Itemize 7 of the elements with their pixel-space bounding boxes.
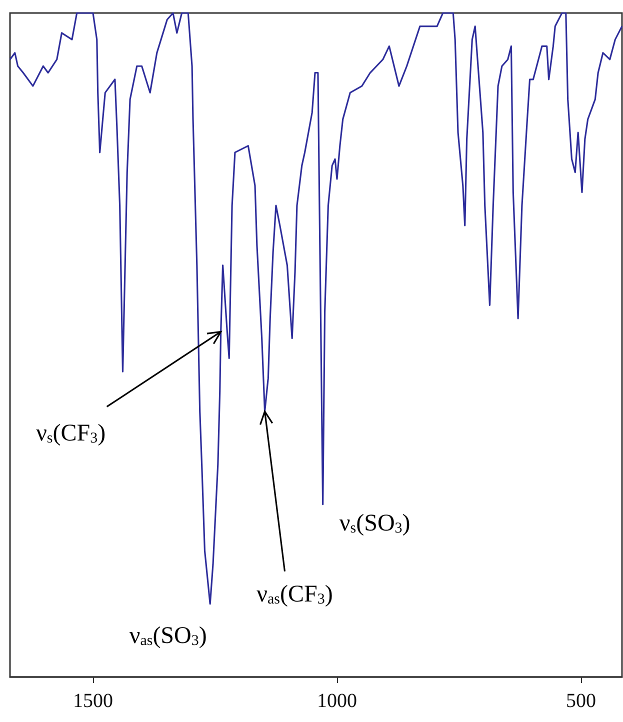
- annotation: νas(SO3): [129, 622, 207, 649]
- annotation: νs(CF3): [36, 420, 106, 447]
- x-tick-label: 500: [566, 690, 596, 712]
- annotation: νs(SO3): [339, 510, 410, 536]
- x-tick-label: 1500: [72, 690, 113, 712]
- x-tick-label: 1000: [316, 690, 357, 712]
- annotation: νas(CF3): [256, 581, 333, 608]
